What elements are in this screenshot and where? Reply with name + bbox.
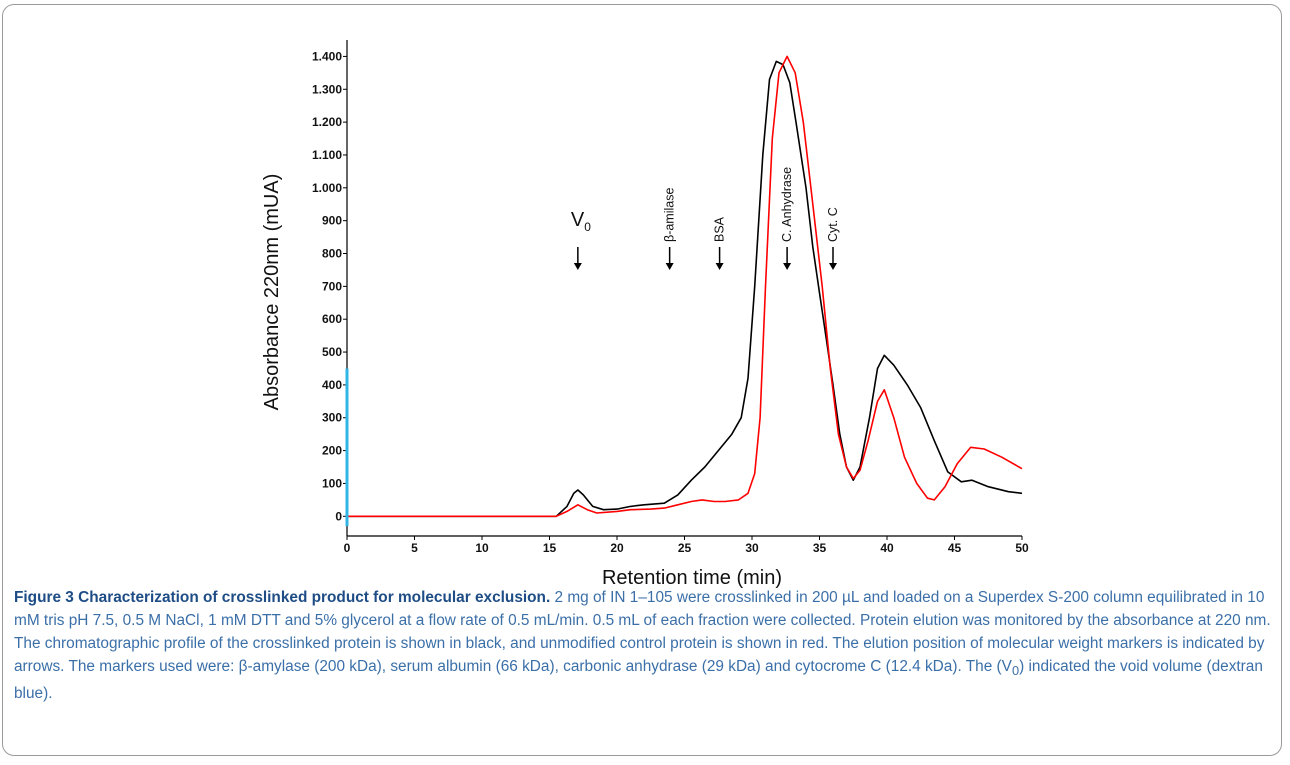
- y-tick-label: 600: [322, 312, 342, 326]
- y-tick-label: 800: [322, 247, 342, 261]
- y-tick-label: 1.200: [312, 115, 342, 129]
- x-tick-label: 5: [411, 541, 418, 555]
- y-tick-label: 300: [322, 411, 342, 425]
- caption-text: 2 mg of IN 1–105 were crosslinked in 200…: [14, 589, 1271, 675]
- marker-arrow-head: [573, 263, 582, 270]
- marker-arrow-head: [665, 263, 674, 270]
- marker-label: β-amilase: [663, 188, 677, 242]
- y-tick-label: 500: [322, 345, 342, 359]
- x-tick-label: 40: [880, 541, 894, 555]
- y-tick-label: 1.300: [312, 82, 342, 96]
- series-line-0: [347, 60, 1023, 518]
- markers-layer: V0 β-amilase BSA C. Anhydrase Cyt. C: [571, 167, 840, 270]
- x-tick-label: 35: [813, 541, 827, 555]
- x-tick-label: 20: [610, 541, 624, 555]
- series-line-1: [347, 55, 1023, 518]
- x-tick-label: 15: [543, 541, 557, 555]
- caption-title: Figure 3 Characterization of crosslinked…: [14, 589, 551, 606]
- caption-text-end: ) indicated the void volume (dextran blu…: [14, 658, 1263, 703]
- x-tick-label: 0: [344, 541, 351, 555]
- marker-label: BSA: [713, 216, 727, 242]
- series-layer: [345, 55, 1023, 527]
- figure-caption: Figure 3 Characterization of crosslinked…: [14, 586, 1276, 705]
- figure-frame: [2, 4, 1282, 756]
- marker-label: Cyt. C: [826, 207, 840, 242]
- x-tick-label: 25: [678, 541, 692, 555]
- marker-arrow-head: [829, 263, 837, 270]
- marker-arrow-head: [783, 263, 792, 270]
- chart-axes: 0 5 10 15 20 25 30 35 40 45 5001002003004005006007…: [312, 40, 1029, 555]
- x-tick-label: 30: [745, 541, 759, 555]
- y-tick-label: 100: [322, 476, 342, 490]
- y-tick-label: 1.100: [312, 148, 342, 162]
- x-tick-label: 10: [475, 541, 489, 555]
- y-tick-label: 0: [335, 509, 342, 523]
- marker-label: C. Anhydrase: [780, 167, 794, 242]
- y-tick-label: 200: [322, 444, 342, 458]
- x-tick-label: 50: [1015, 541, 1029, 555]
- marker-arrow-head: [715, 263, 724, 270]
- y-tick-label: 1.400: [312, 49, 342, 63]
- marker-label: V0: [571, 209, 591, 234]
- y-tick-label: 700: [322, 279, 342, 293]
- y-axis-title: Absorbance 220nm (mUA): [261, 174, 283, 411]
- y-tick-label: 1.000: [312, 181, 342, 195]
- y-tick-label: 400: [322, 378, 342, 392]
- x-axis-title: Retention time (min): [602, 567, 782, 589]
- x-tick-label: 45: [948, 541, 962, 555]
- chromatogram-chart: 0 5 10 15 20 25 30 35 40 45 5001002003004005006007…: [261, 40, 1029, 589]
- caption-subscript: 0: [1011, 663, 1020, 679]
- y-tick-label: 900: [322, 214, 342, 228]
